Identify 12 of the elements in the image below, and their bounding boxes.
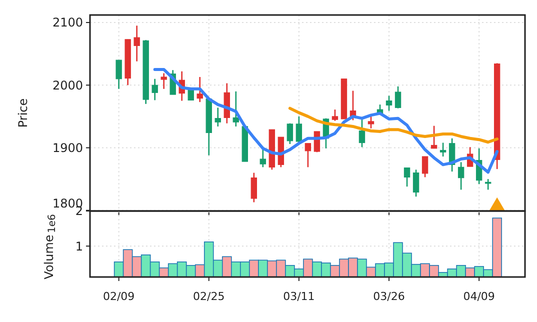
y-tick-label: 2100 [52,16,83,30]
text: 1e6 [47,214,58,233]
y-tick-label: 2000 [52,78,83,92]
y-tick-label: 1900 [52,140,83,155]
y-axis-title: Price [16,98,30,128]
x-tick-label: 03/26 [373,290,405,303]
x-tick-label: 04/09 [463,290,495,303]
x-tick-label: 02/09 [102,290,135,303]
y-axis-title: Volume [42,234,56,280]
x-tick-label: 02/25 [193,290,225,303]
x-tick-label: 03/11 [283,290,315,303]
y-tick-label: 1 [75,239,83,254]
